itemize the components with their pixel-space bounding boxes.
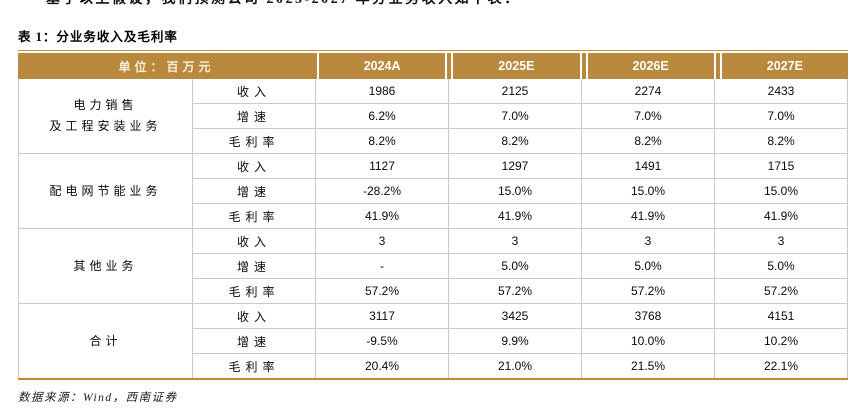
table-row: 合计 收入 3117 3425 3768 4151 [18, 303, 848, 380]
value-cell: 2274 [581, 79, 715, 104]
value-cell: 22.1% [714, 353, 848, 380]
revenue-margin-table: 单位：百万元 2024A 2025E 2026E 2027E 电力销售 及工程安… [18, 50, 848, 380]
metric-label: 毛利率 [192, 278, 316, 304]
value-cell: 1127 [315, 153, 449, 179]
value-cell: 2125 [448, 79, 582, 104]
table-row: 其他业务 收入 3 3 3 3 [18, 228, 848, 304]
value-cell: 5.0% [714, 253, 848, 279]
value-cell: 3 [315, 228, 449, 254]
metric-label: 增速 [192, 253, 316, 279]
value-cell: 41.9% [448, 203, 582, 229]
metric-label: 增速 [192, 178, 316, 204]
value-cell: 3 [714, 228, 848, 254]
value-cell: 41.9% [714, 203, 848, 229]
value-cell: 7.0% [714, 103, 848, 129]
business-name-cell: 配电网节能业务 [18, 153, 193, 229]
value-cell: 8.2% [315, 128, 449, 154]
table-body: 电力销售 及工程安装业务 收入 1986 2125 2274 2433 增速 6… [18, 79, 848, 380]
intro-text: 基于以上假设，我们预测公司 2025-2027 年分业务收入如下表： [46, 0, 686, 9]
value-cell: 15.0% [448, 178, 582, 204]
value-cell: 9.9% [448, 328, 582, 354]
metric-label: 毛利率 [192, 353, 316, 380]
value-cell: 8.2% [448, 128, 582, 154]
value-cell: 3 [581, 228, 715, 254]
metric-label: 收入 [192, 228, 316, 254]
business-name-line: 其他业务 [73, 258, 138, 273]
value-cell: 3768 [581, 303, 715, 329]
table-header-row: 单位：百万元 2024A 2025E 2026E 2027E [18, 53, 848, 79]
column-header-2026e: 2026E [585, 53, 716, 79]
value-cell: 3 [448, 228, 582, 254]
value-cell: 10.2% [714, 328, 848, 354]
value-cell: 8.2% [581, 128, 715, 154]
value-cell: 21.0% [448, 353, 582, 380]
intro-paragraph-clipped: 基于以上假设，我们预测公司 2025-2027 年分业务收入如下表： [46, 0, 686, 10]
table-row: 增速 6.2% 7.0% 7.0% 7.0% [19, 103, 848, 129]
metric-label: 收入 [192, 153, 316, 179]
table-row: 电力销售 及工程安装业务 收入 1986 2125 2274 2433 [18, 79, 848, 154]
table-row: 增速 -28.2% 15.0% 15.0% 15.0% [19, 178, 848, 204]
business-name-cell: 合计 [18, 303, 193, 380]
business-name-line: 配电网节能业务 [49, 183, 162, 198]
value-cell: 41.9% [581, 203, 715, 229]
value-cell: 57.2% [448, 278, 582, 304]
value-cell: 7.0% [581, 103, 715, 129]
business-name-line: 合计 [89, 333, 122, 348]
value-cell: 5.0% [448, 253, 582, 279]
value-cell: 57.2% [581, 278, 715, 304]
metric-label: 收入 [192, 79, 316, 104]
value-cell: 6.2% [315, 103, 449, 129]
table-row: 毛利率 20.4% 21.0% 21.5% 22.1% [19, 353, 848, 380]
value-cell: 1297 [448, 153, 582, 179]
value-cell: 1986 [315, 79, 449, 104]
value-cell: 57.2% [714, 278, 848, 304]
value-cell: 57.2% [315, 278, 449, 304]
value-cell: 7.0% [448, 103, 582, 129]
value-cell: 1715 [714, 153, 848, 179]
value-cell: -28.2% [315, 178, 449, 204]
unit-header-cell: 单位：百万元 [118, 59, 215, 74]
table-title: 表 1：分业务收入及毛利率 [18, 30, 178, 44]
value-cell: 41.9% [315, 203, 449, 229]
metric-label: 增速 [192, 328, 316, 354]
value-cell: 3117 [315, 303, 449, 329]
column-header-2027e: 2027E [719, 53, 848, 79]
business-name-line: 及工程安装业务 [49, 119, 162, 133]
value-cell: 8.2% [714, 128, 848, 154]
value-cell: 4151 [714, 303, 848, 329]
column-header-2025e: 2025E [451, 53, 582, 79]
value-cell: 15.0% [581, 178, 715, 204]
value-cell: 21.5% [581, 353, 715, 380]
column-header-2024a: 2024A [317, 53, 448, 79]
value-cell: 5.0% [581, 253, 715, 279]
table-row: 增速 -9.5% 9.9% 10.0% 10.2% [19, 328, 848, 354]
value-cell: 20.4% [315, 353, 449, 380]
business-name-cell: 其他业务 [18, 228, 193, 304]
business-name-line: 电力销售 [73, 98, 138, 112]
value-cell: 10.0% [581, 328, 715, 354]
metric-label: 收入 [192, 303, 316, 329]
business-name-cell: 电力销售 及工程安装业务 [18, 79, 193, 154]
table-row: 毛利率 8.2% 8.2% 8.2% 8.2% [19, 128, 848, 154]
value-cell: 3425 [448, 303, 582, 329]
value-cell: - [315, 253, 449, 279]
metric-label: 毛利率 [192, 128, 316, 154]
value-cell: 15.0% [714, 178, 848, 204]
data-source-note: 数据来源：Wind，西南证券 [18, 392, 178, 404]
value-cell: 1491 [581, 153, 715, 179]
value-cell: 2433 [714, 79, 848, 104]
metric-label: 增速 [192, 103, 316, 129]
table-row: 配电网节能业务 收入 1127 1297 1491 1715 [18, 153, 848, 229]
value-cell: -9.5% [315, 328, 449, 354]
table-row: 毛利率 41.9% 41.9% 41.9% 41.9% [19, 203, 848, 229]
metric-label: 毛利率 [192, 203, 316, 229]
